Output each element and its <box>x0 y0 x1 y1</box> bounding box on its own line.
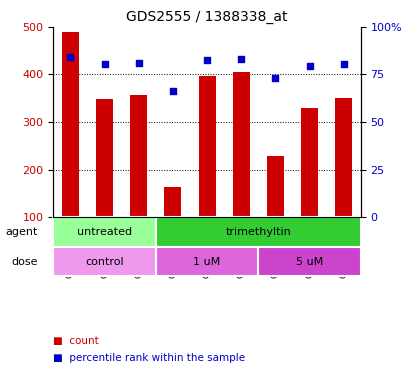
Text: agent: agent <box>6 227 38 237</box>
Text: untreated: untreated <box>77 227 132 237</box>
Text: ■  percentile rank within the sample: ■ percentile rank within the sample <box>53 353 245 363</box>
FancyBboxPatch shape <box>53 217 155 247</box>
Bar <box>62 31 79 217</box>
Bar <box>198 76 215 217</box>
Point <box>101 61 108 67</box>
Point <box>169 88 176 94</box>
Bar <box>334 98 351 217</box>
Point <box>237 56 244 62</box>
Point <box>272 75 278 81</box>
FancyBboxPatch shape <box>53 247 155 276</box>
Bar <box>130 95 147 217</box>
Point <box>203 57 210 63</box>
Bar <box>164 187 181 217</box>
Bar <box>300 108 317 217</box>
Text: 5 uM: 5 uM <box>295 257 322 266</box>
Text: ■  count: ■ count <box>53 336 99 346</box>
Point <box>135 60 142 66</box>
Bar <box>96 99 113 217</box>
Bar <box>266 156 283 217</box>
Point <box>339 61 346 67</box>
Bar <box>232 72 249 217</box>
Text: trimethyltin: trimethyltin <box>225 227 290 237</box>
FancyBboxPatch shape <box>258 247 360 276</box>
Text: control: control <box>85 257 124 266</box>
FancyBboxPatch shape <box>155 247 258 276</box>
FancyBboxPatch shape <box>155 217 360 247</box>
Point <box>67 54 74 60</box>
Point <box>306 63 312 69</box>
Text: 1 uM: 1 uM <box>193 257 220 266</box>
Title: GDS2555 / 1388338_at: GDS2555 / 1388338_at <box>126 10 287 25</box>
Text: dose: dose <box>11 257 38 266</box>
